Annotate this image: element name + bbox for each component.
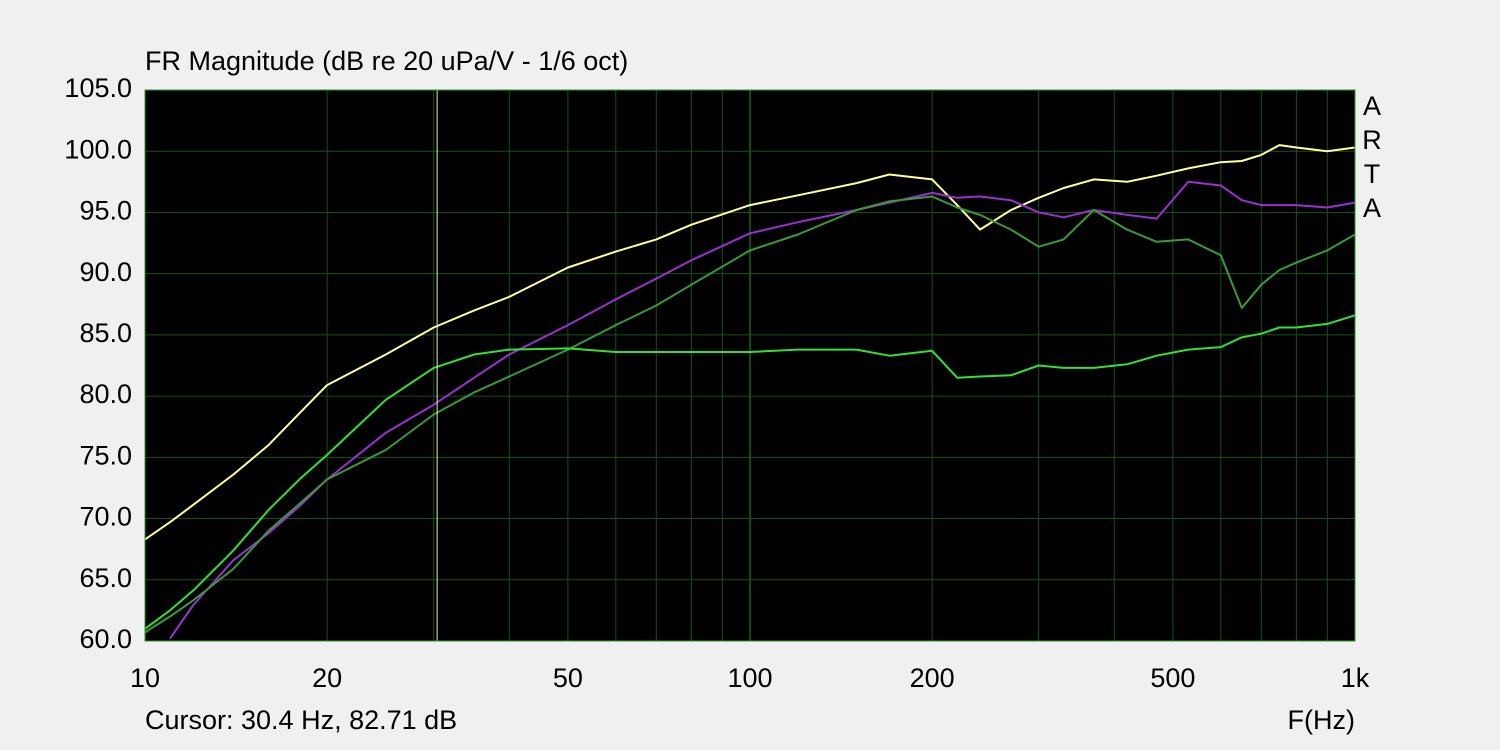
x-tick-label: 200 <box>910 663 955 693</box>
watermark-letter: R <box>1362 125 1382 155</box>
x-tick-label: 20 <box>312 663 342 693</box>
y-tick-label: 65.0 <box>79 563 132 593</box>
cursor-readout: Cursor: 30.4 Hz, 82.71 dB <box>145 705 457 735</box>
x-tick-label: 1k <box>1341 663 1370 693</box>
x-tick-label: 500 <box>1150 663 1195 693</box>
plot-border <box>144 89 1356 642</box>
y-tick-label: 105.0 <box>64 73 132 103</box>
y-tick-label: 80.0 <box>79 379 132 409</box>
watermark-letter: T <box>1364 159 1381 189</box>
y-tick-label: 85.0 <box>79 318 132 348</box>
series-line <box>169 180 1356 640</box>
x-axis-label: F(Hz) <box>1288 705 1355 735</box>
y-tick-label: 95.0 <box>79 196 132 226</box>
series-line <box>144 314 1356 630</box>
y-tick-label: 60.0 <box>79 624 132 654</box>
watermark-letter: A <box>1363 91 1381 121</box>
chart-title: FR Magnitude (dB re 20 uPa/V - 1/6 oct) <box>145 46 628 76</box>
y-tick-label: 90.0 <box>79 257 132 287</box>
x-tick-label: 10 <box>130 663 160 693</box>
series-line <box>144 144 1356 541</box>
y-tick-label: 75.0 <box>79 440 132 470</box>
x-tick-label: 50 <box>553 663 583 693</box>
y-tick-label: 70.0 <box>79 502 132 532</box>
y-tick-label: 100.0 <box>64 134 132 164</box>
watermark-letter: A <box>1363 193 1381 223</box>
series-line <box>144 195 1356 634</box>
x-tick-label: 100 <box>727 663 772 693</box>
